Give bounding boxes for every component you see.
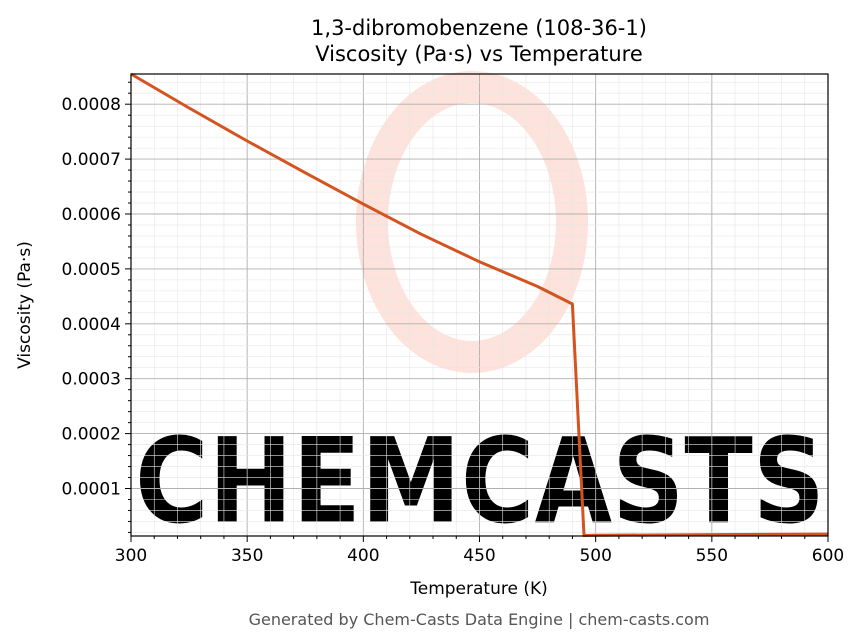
grid (130, 74, 829, 536)
watermark-logo-icon (356, 71, 588, 373)
series-line (130, 72, 829, 537)
y-tick-label: 0.0003 (62, 370, 121, 390)
y-tick-label: 0.0008 (62, 95, 121, 115)
y-axis: 0.0001 0.0002 0.0003 0.0004 0.0005 0.0006 0.00… (62, 81, 131, 533)
x-tick-label: 350 (231, 546, 263, 566)
y-tick-label: 0.0004 (62, 315, 121, 335)
x-tick-label: 300 (115, 546, 147, 566)
y-tick-label: 0.0005 (62, 260, 121, 280)
x-axis-label: Temperature (K) (409, 579, 548, 599)
x-tick-label: 400 (347, 546, 379, 566)
footer-credit: Generated by Chem-Casts Data Engine | ch… (249, 610, 710, 629)
chart-title-line1: 1,3-dibromobenzene (108-36-1) (311, 16, 647, 40)
chart-title-line2: Viscosity (Pa·s) vs Temperature (315, 42, 643, 66)
y-tick-label: 0.0007 (62, 150, 121, 170)
x-axis: 300 350 400 450 500 550 600 (115, 536, 844, 566)
y-tick-label: 0.0002 (62, 425, 121, 445)
y-tick-label: 0.0001 (62, 480, 121, 500)
watermark-text: CHEMCASTS (135, 412, 825, 550)
watermark: CHEMCASTS (135, 71, 825, 550)
series-layer (130, 72, 829, 537)
y-tick-label: 0.0006 (62, 205, 121, 225)
y-axis-label: Viscosity (Pa·s) (15, 241, 35, 369)
x-tick-label: 600 (812, 546, 844, 566)
x-tick-label: 550 (696, 546, 728, 566)
x-tick-label: 450 (463, 546, 495, 566)
x-tick-label: 500 (579, 546, 611, 566)
